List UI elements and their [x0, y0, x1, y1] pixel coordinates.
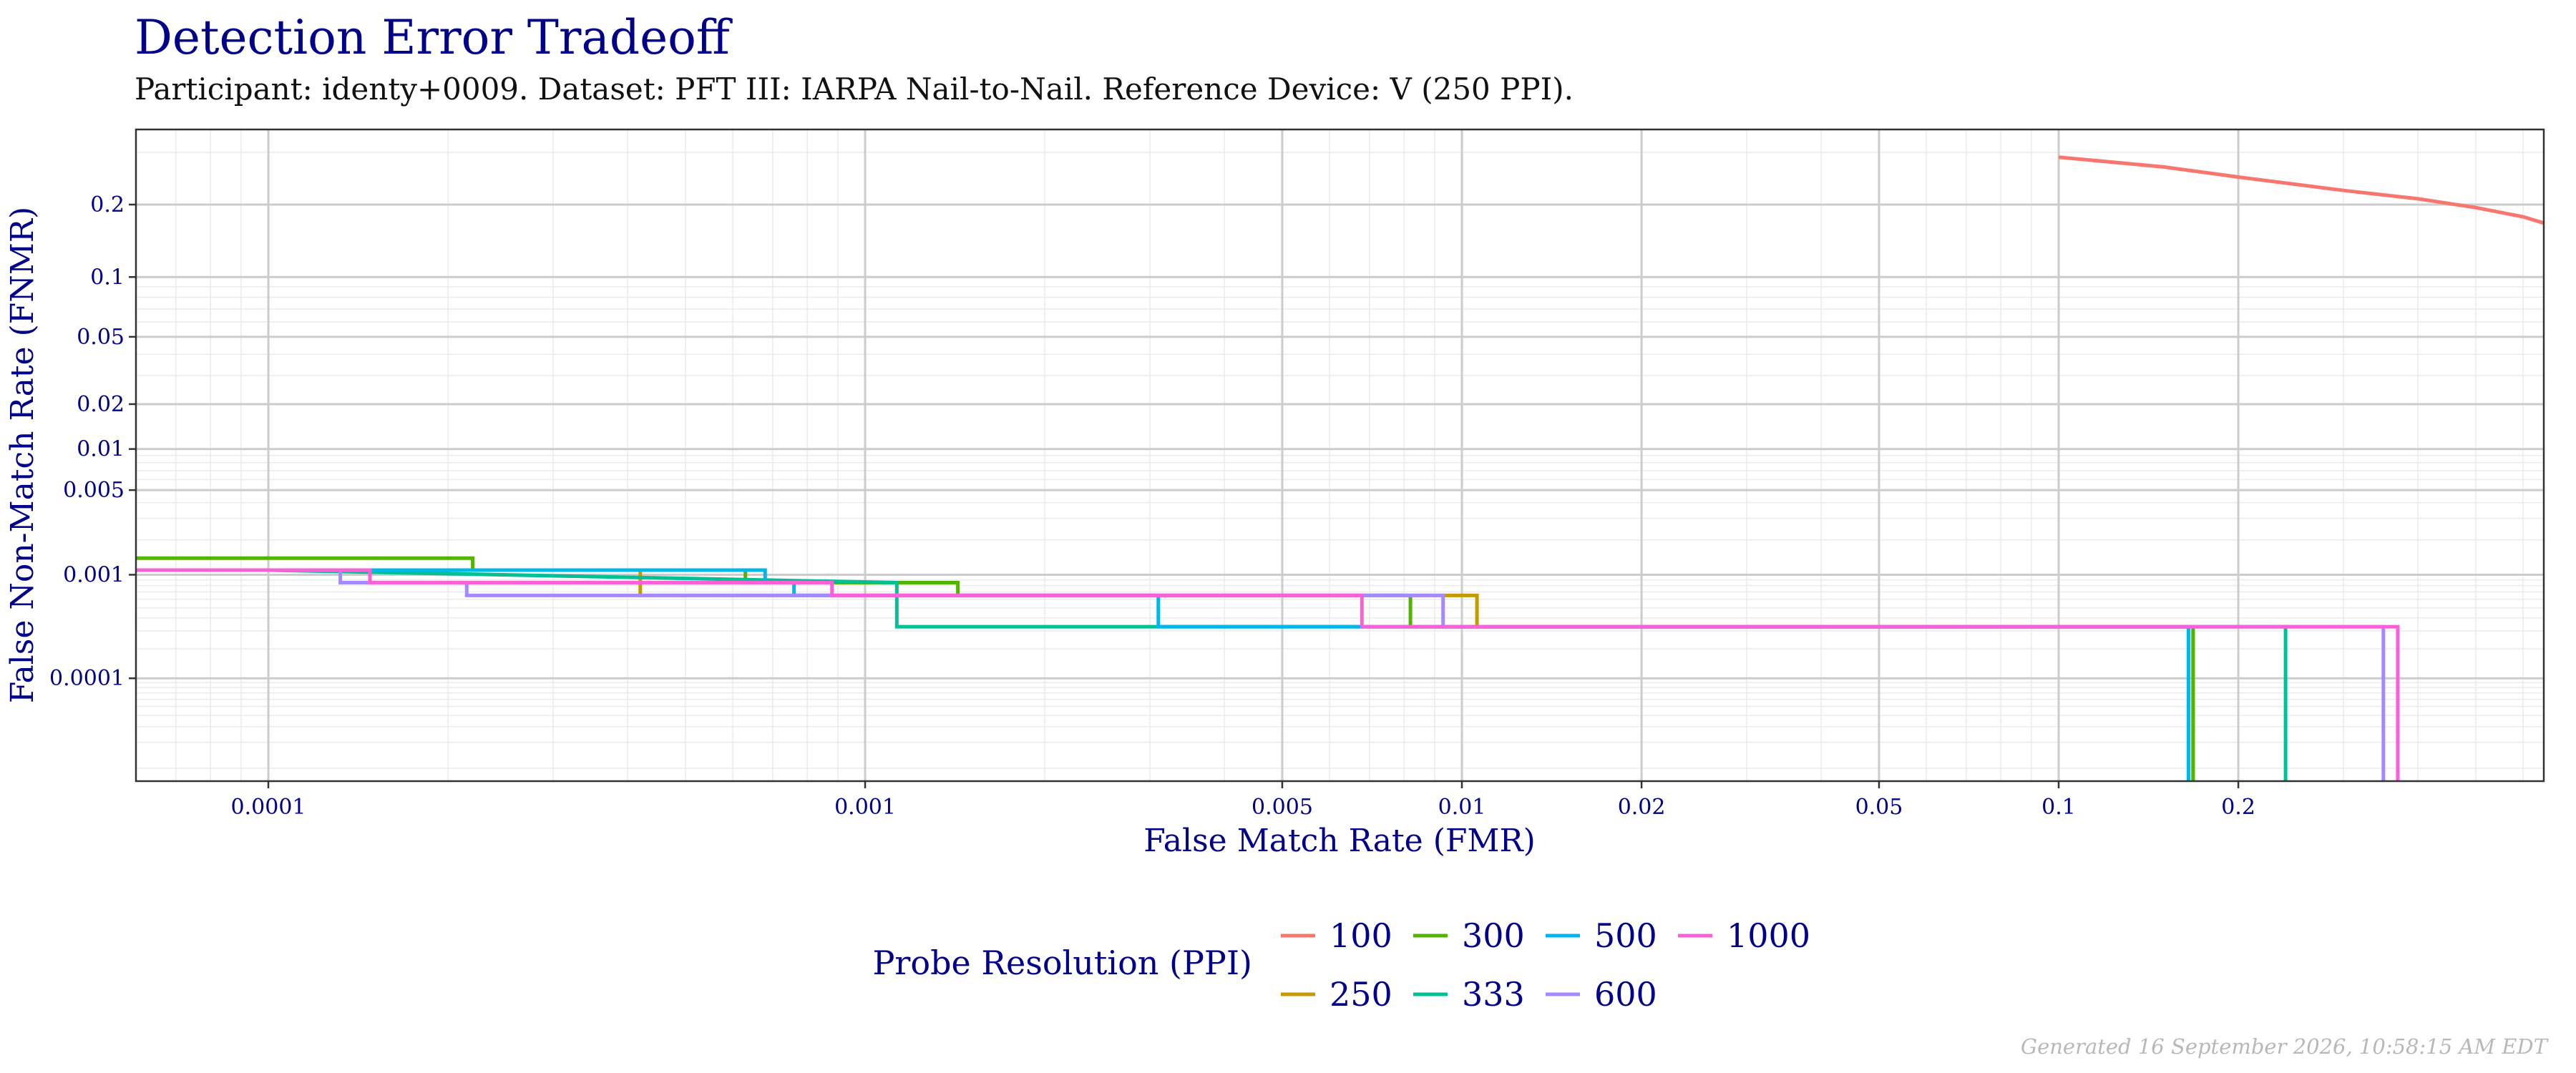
x-axis-ticks: 0.0001 0.001 0.005 0.01 0.02 0.05 0.1 0.2	[231, 781, 2255, 820]
y-tick-label: 0.001	[63, 562, 125, 587]
series-line-100	[2058, 155, 2544, 225]
legend-label-600: 600	[1594, 975, 1657, 1014]
chart-title: Detection Error Tradeoff	[135, 10, 730, 65]
series-layer	[136, 155, 2544, 781]
y-axis-title: False Non-Match Rate (FNMR)	[4, 207, 41, 703]
y-axis-ticks: 0.2 0.1 0.05 0.02 0.01 0.005 0.001 0.0001	[49, 192, 136, 691]
x-tick-label: 0.02	[1618, 795, 1666, 820]
series-line-1000	[136, 568, 2400, 781]
x-tick-label: 0.0001	[231, 795, 306, 820]
plot-border	[135, 128, 2545, 783]
y-tick-label: 0.1	[90, 265, 125, 290]
legend: Probe Resolution (PPI) 100 300 500 1000 250 3…	[872, 916, 1810, 1014]
chart-subtitle: Participant: identy+0009. Dataset: PFT I…	[135, 72, 1574, 107]
y-tick-label: 0.01	[77, 437, 125, 462]
y-tick-label: 0.005	[63, 478, 125, 503]
x-tick-label: 0.1	[2041, 795, 2076, 820]
legend-label-300: 300	[1462, 916, 1525, 955]
x-tick-label: 0.001	[834, 795, 896, 820]
x-tick-label: 0.01	[1438, 795, 1486, 820]
legend-label-1000: 1000	[1727, 916, 1810, 955]
legend-title: Probe Resolution (PPI)	[872, 944, 1252, 982]
y-tick-label: 0.02	[77, 392, 125, 417]
y-tick-label: 0.05	[77, 325, 125, 350]
x-axis-title: False Match Rate (FMR)	[1143, 823, 1536, 859]
y-tick-label: 0.0001	[49, 666, 125, 691]
major-gridlines	[136, 129, 2544, 781]
y-tick-label: 0.2	[90, 192, 125, 217]
x-tick-label: 0.2	[2221, 795, 2255, 820]
legend-label-333: 333	[1462, 975, 1525, 1014]
legend-label-250: 250	[1330, 975, 1392, 1014]
x-tick-label: 0.05	[1855, 795, 1903, 820]
x-tick-label: 0.005	[1252, 795, 1313, 820]
legend-label-100: 100	[1330, 916, 1392, 955]
generated-timestamp: Generated 16 September 2026, 10:58:15 AM…	[2020, 1034, 2547, 1059]
legend-label-500: 500	[1594, 916, 1657, 955]
